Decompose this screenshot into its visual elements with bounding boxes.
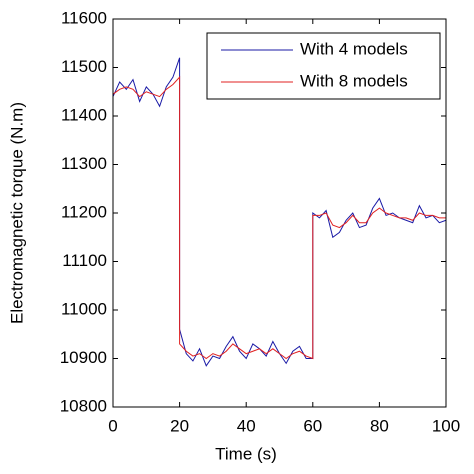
y-tick-label: 11500 <box>61 57 107 76</box>
legend-box <box>206 32 441 100</box>
series-line <box>112 75 446 360</box>
legend-label: With 4 models <box>300 39 408 58</box>
y-tick-label: 11600 <box>61 8 107 27</box>
y-tick-label: 11100 <box>62 251 107 270</box>
y-tick-label: 10800 <box>60 396 107 415</box>
plot-frame <box>112 18 447 408</box>
y-tick-label: 11200 <box>61 202 107 221</box>
y-tick-label: 11000 <box>61 299 107 318</box>
x-tick-label: 100 <box>432 416 460 435</box>
x-tick-label: 20 <box>170 416 189 435</box>
x-tick-label: 0 <box>108 416 117 435</box>
x-axis-label: Time (s) <box>215 444 277 463</box>
y-axis-label: Electromagnetic torque (N.m) <box>7 102 26 324</box>
y-tick-label: 10900 <box>60 348 107 367</box>
x-tick-label: 80 <box>370 416 389 435</box>
x-tick-label: 60 <box>303 416 322 435</box>
y-tick-label: 11400 <box>61 105 107 124</box>
x-tick-label: 40 <box>237 416 256 435</box>
legend-label: With 8 models <box>300 71 408 90</box>
y-tick-label: 11300 <box>61 154 107 173</box>
